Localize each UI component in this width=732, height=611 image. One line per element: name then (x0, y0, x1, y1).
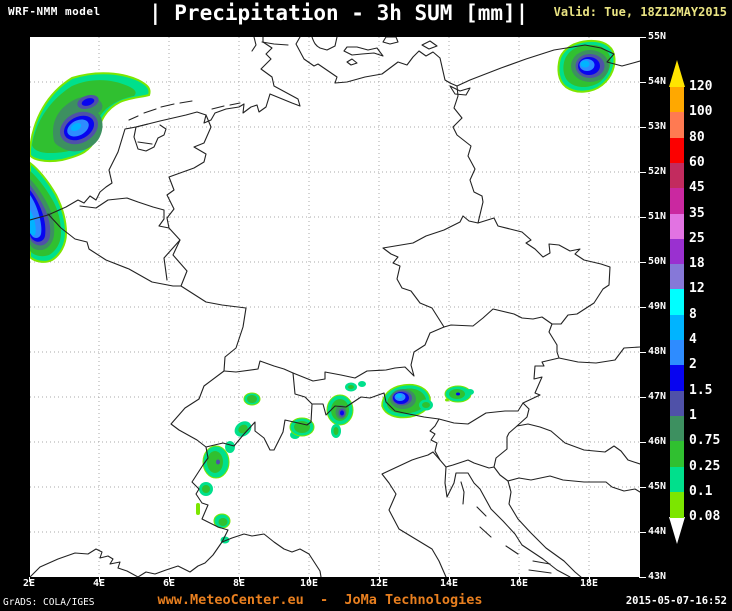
x-axis-label: 14E (439, 578, 459, 589)
legend-color-segment (670, 188, 684, 214)
y-axis-label: 51N (648, 211, 667, 222)
legend-value-label: 2 (689, 357, 697, 373)
y-axis-tick (639, 532, 646, 533)
legend-value-label: 0.25 (689, 458, 721, 474)
legend-value-label: 0.75 (689, 433, 721, 449)
country-borders (30, 37, 640, 577)
page-title: | Precipitation - 3h SUM [mm]| (149, 1, 529, 25)
legend-value-label: 25 (689, 230, 705, 246)
x-axis-label: 4E (92, 578, 106, 589)
y-axis-label: 53N (648, 121, 667, 132)
legend-color-segment (670, 340, 684, 366)
y-axis-label: 50N (648, 256, 667, 267)
x-axis-label: 12E (369, 578, 389, 589)
x-axis-tick (519, 577, 520, 582)
precipitation-layer (30, 39, 616, 544)
y-axis-label: 44N (648, 526, 667, 537)
x-axis-label: 18E (579, 578, 599, 589)
grads-credit-label: GrADS: COLA/IGES (3, 597, 95, 608)
x-axis-label: 10E (299, 578, 319, 589)
x-axis-label: 8E (232, 578, 246, 589)
y-axis-label: 43N (648, 571, 667, 582)
legend-value-label: 12 (689, 281, 705, 297)
legend-color-segment (670, 441, 684, 467)
x-axis-tick (309, 577, 310, 582)
y-axis-tick (639, 127, 646, 128)
y-axis-label: 47N (648, 391, 667, 402)
x-axis-tick (449, 577, 450, 582)
x-axis-tick (379, 577, 380, 582)
y-axis-tick (639, 352, 646, 353)
legend-color-segment (670, 491, 684, 518)
y-axis-tick (639, 172, 646, 173)
legend-value-label: 4 (689, 332, 697, 347)
legend-value-label: 0.1 (689, 483, 713, 499)
legend-value-label: 1.5 (689, 382, 713, 398)
legend-color-segment (670, 238, 684, 265)
legend-value-label: 100 (689, 104, 713, 120)
y-axis-tick (639, 442, 646, 443)
legend-color-segment (670, 87, 684, 113)
legend-color-segment (670, 264, 684, 290)
x-axis-label: 6E (162, 578, 176, 589)
legend-color-segment (670, 112, 684, 139)
x-axis-label: 2E (22, 578, 36, 589)
x-axis-tick (589, 577, 590, 582)
y-axis-label: 52N (648, 166, 667, 177)
legend-value-label: 18 (689, 256, 705, 272)
legend-value-label: 80 (689, 129, 705, 145)
legend-color-segment (670, 289, 684, 316)
legend-color-segment (670, 466, 684, 493)
y-axis-tick (639, 217, 646, 218)
y-axis-tick (639, 262, 646, 263)
y-axis-tick (639, 487, 646, 488)
legend-arrow-down-icon (669, 517, 685, 544)
y-axis-label: 49N (648, 301, 667, 312)
y-axis-label: 54N (648, 76, 667, 87)
legend-color-segment (670, 365, 684, 392)
legend-arrow-up-icon (669, 60, 685, 87)
legend-value-label: 45 (689, 180, 705, 196)
creation-timestamp-label: 2015-05-07-16:52 (625, 595, 727, 607)
legend-value-label: 60 (689, 154, 705, 170)
x-axis-label: 16E (509, 578, 529, 589)
y-axis-label: 55N (648, 31, 667, 42)
legend-color-segment (670, 415, 684, 442)
y-axis-label: 46N (648, 436, 667, 447)
website-credit-label: www.MeteoCenter.eu - JoMa Technologies (157, 592, 483, 608)
europe-map (30, 37, 640, 577)
legend-value-label: 120 (689, 79, 713, 94)
x-axis-tick (99, 577, 100, 582)
y-axis-tick (639, 577, 646, 578)
legend-color-segment (670, 314, 684, 341)
x-axis-tick (169, 577, 170, 582)
legend-value-label: 35 (689, 205, 705, 221)
y-axis-tick (639, 37, 646, 38)
legend-value-label: 0.08 (689, 509, 721, 525)
y-axis-tick (639, 307, 646, 308)
y-axis-label: 45N (648, 481, 667, 492)
y-axis-label: 48N (648, 346, 667, 357)
x-axis-tick (29, 577, 30, 582)
legend-color-segment (670, 390, 684, 417)
legend-color-segment (670, 137, 684, 164)
legend-value-label: 1 (689, 407, 697, 423)
model-label: WRF-NMM model (8, 5, 101, 18)
y-axis-tick (639, 397, 646, 398)
valid-time-label: Valid: Tue, 18Z12MAY2015 (553, 5, 727, 19)
y-axis-tick (639, 82, 646, 83)
legend-value-label: 8 (689, 306, 697, 322)
x-axis-tick (239, 577, 240, 582)
legend-color-segment (670, 162, 684, 189)
legend-color-segment (670, 213, 684, 240)
